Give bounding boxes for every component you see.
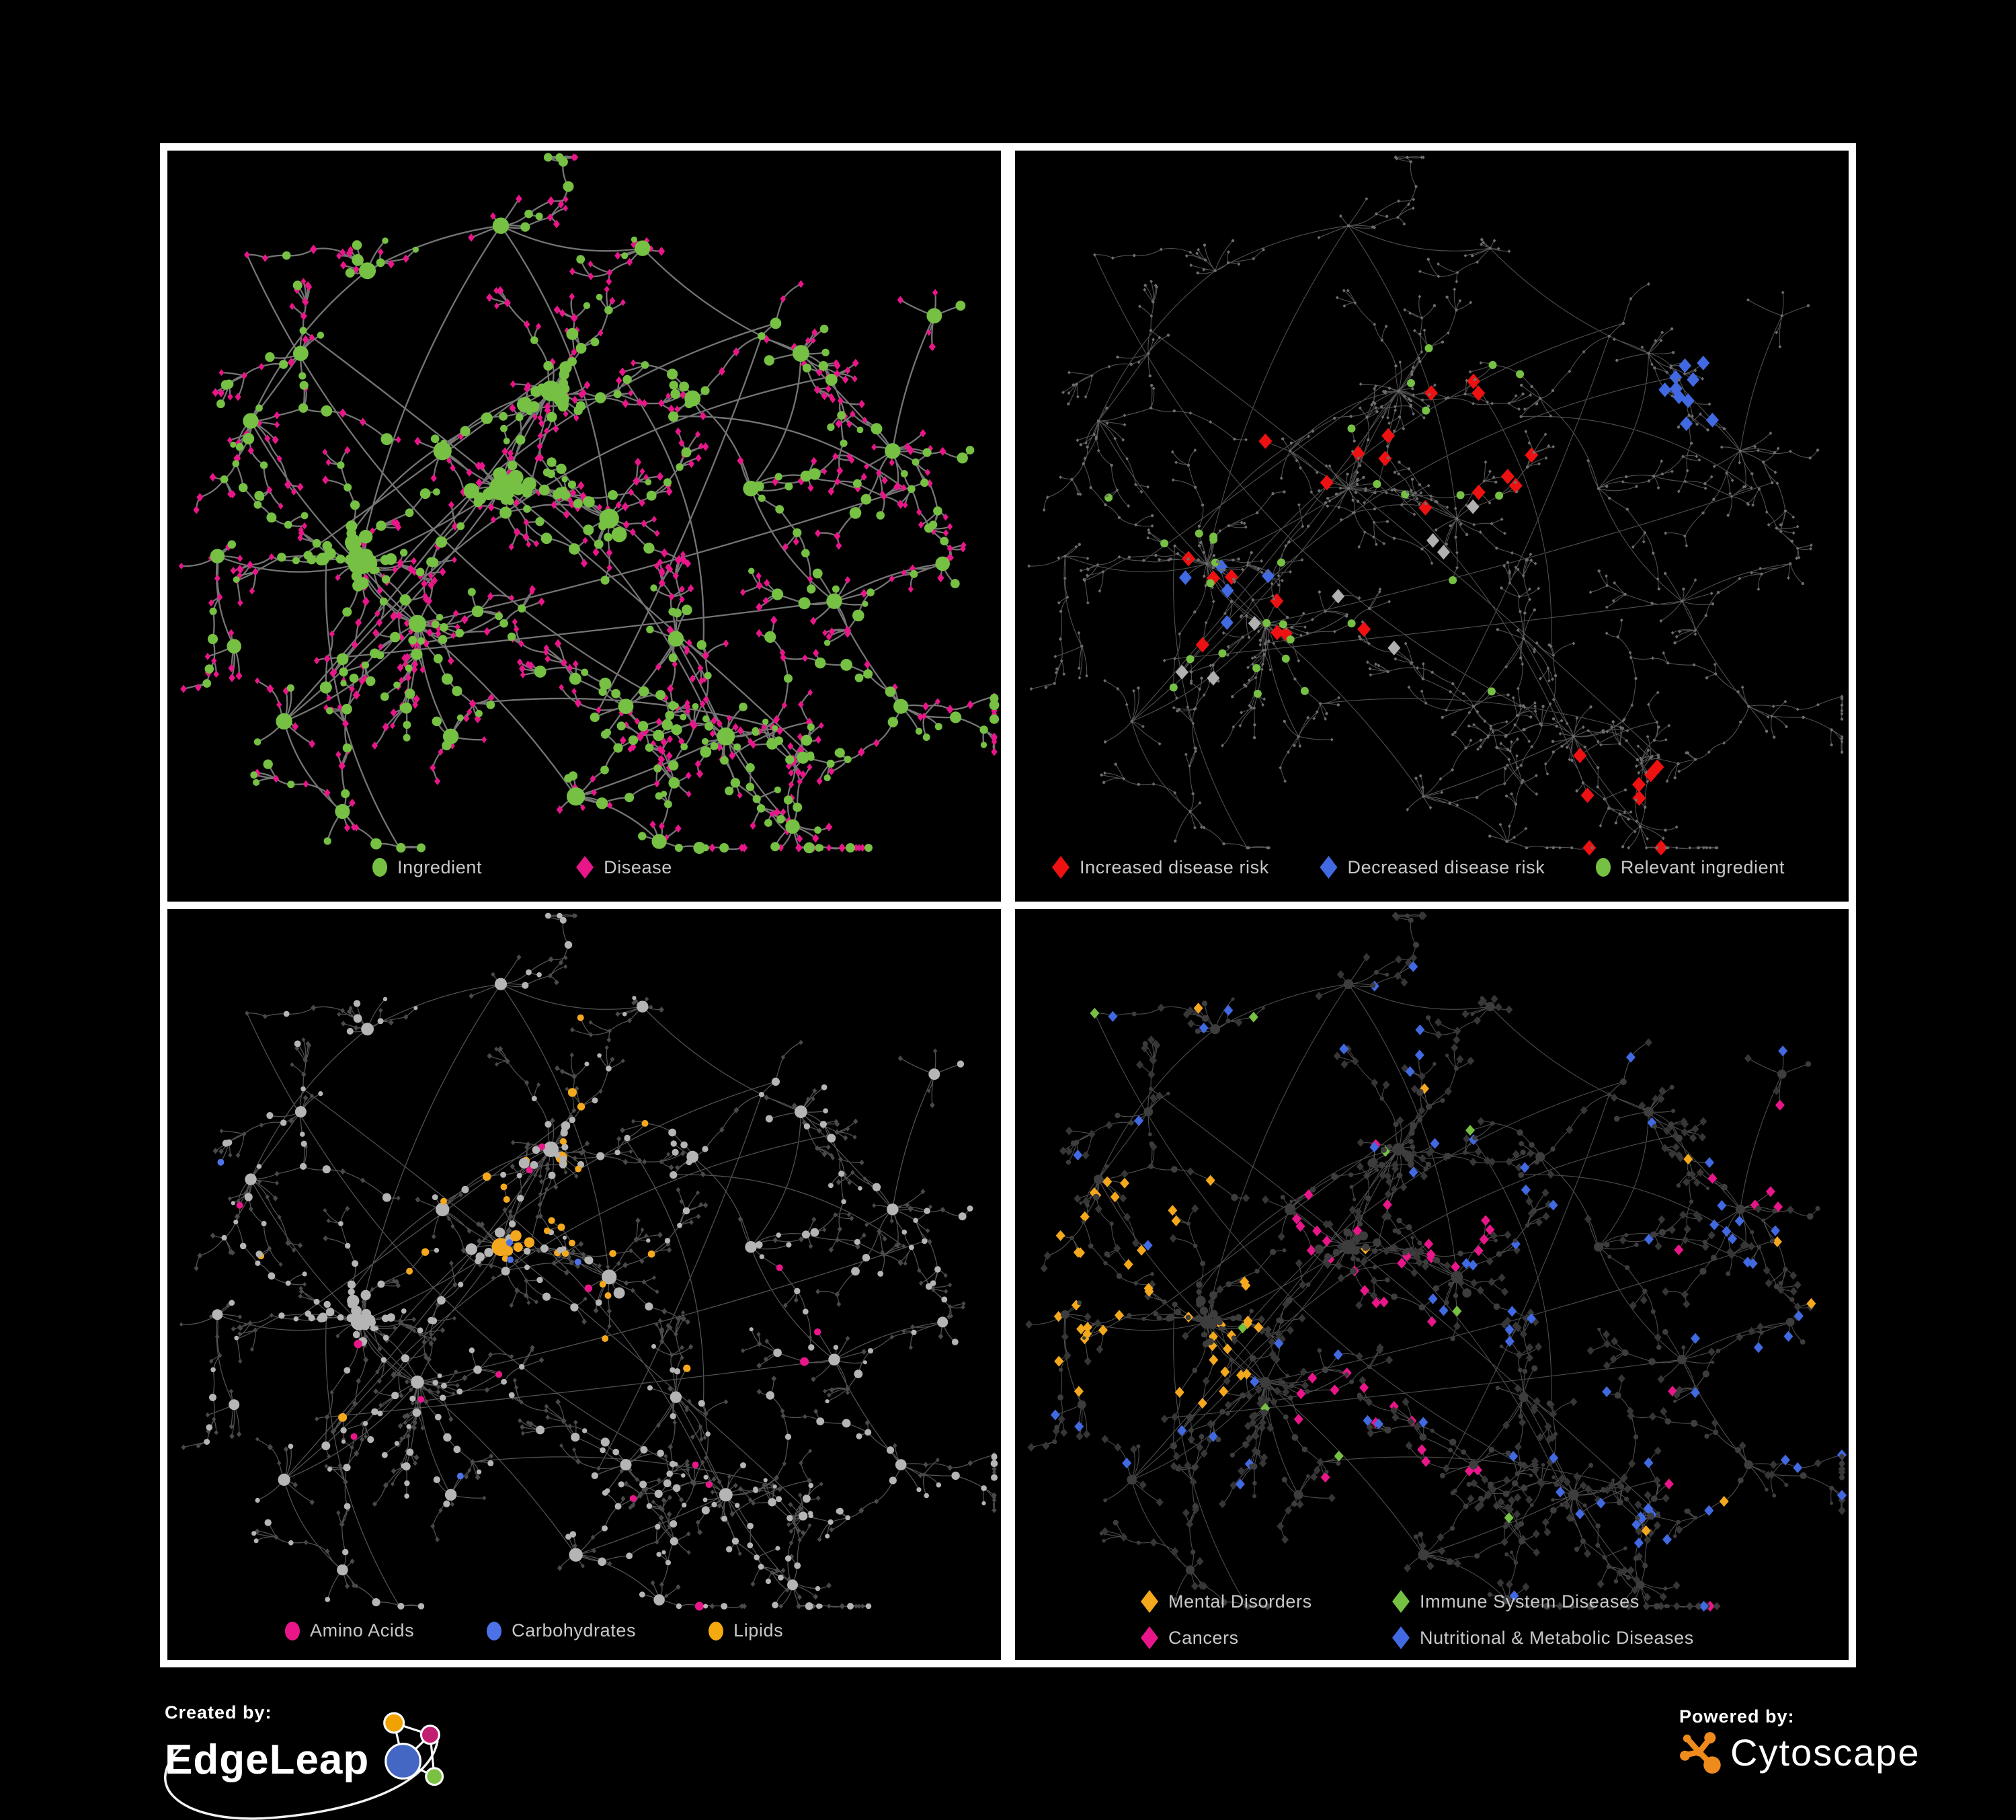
cytoscape-wordmark: Cytoscape	[1730, 1731, 1921, 1774]
cytoscape-credit: Powered by: Cytoscape	[1679, 1706, 1921, 1774]
legend-label: Carbohydrates	[512, 1620, 637, 1640]
panel-nutrient-classes: Amino Acids Carbohydrates Lipids	[167, 909, 1001, 1660]
legend-label: Mental Disorders	[1168, 1591, 1312, 1612]
legend-label: Decreased disease risk	[1347, 857, 1545, 877]
cancers-diamond-icon	[1141, 1626, 1158, 1649]
lipids-circle-icon	[709, 1621, 724, 1640]
legend-item-cancers: Cancers	[1141, 1626, 1392, 1649]
increased-disease-risk-diamond-icon	[1052, 856, 1070, 879]
nutritional-metabolic-diseases-diamond-icon	[1392, 1626, 1410, 1649]
legend-item-carbohydrates: Carbohydrates	[487, 1620, 636, 1641]
powered-by-label: Powered by:	[1679, 1706, 1795, 1727]
legend-item-increased-disease-risk: Increased disease risk	[1052, 856, 1269, 879]
created-by-label: Created by:	[165, 1702, 272, 1723]
network-graph-nutrient-classes	[179, 912, 998, 1611]
edgeleap-wordmark: EdgeLeap	[165, 1736, 370, 1783]
legend-item-decreased-disease-risk: Decreased disease risk	[1320, 856, 1545, 879]
legend-label: Lipids	[733, 1620, 784, 1640]
relevant-ingredient-circle-icon	[1595, 858, 1611, 877]
decreased-disease-risk-diamond-icon	[1320, 856, 1338, 879]
legend-item-relevant-ingredient: Relevant ingredient	[1595, 857, 1785, 878]
panel-disease-classes: Mental Disorders Immune System Diseases Ca…	[1015, 909, 1849, 1660]
legend-disease-classes: Mental Disorders Immune System Diseases Ca…	[1141, 1590, 1694, 1649]
legend-label: Amino Acids	[310, 1620, 415, 1640]
panel-grid: Ingredient Disease Increased disease risk…	[160, 143, 1856, 1667]
edgeleap-credit: Created by: EdgeLeap	[164, 1702, 474, 1820]
network-graph-ingredients-diseases	[178, 153, 1000, 854]
edgeleap-logo-icon	[383, 1712, 444, 1786]
legend-item-lipids: Lipids	[709, 1620, 783, 1641]
legend-disease-risk: Increased disease risk Decreased disease …	[1052, 856, 1785, 879]
legend-label: Cancers	[1168, 1627, 1239, 1648]
legend-label: Ingredient	[397, 857, 483, 877]
panel-disease-risk: Increased disease risk Decreased disease …	[1015, 151, 1849, 902]
network-graph-disease-classes	[1025, 911, 1847, 1612]
amino-acids-circle-icon	[285, 1621, 300, 1640]
legend-item-amino-acids: Amino Acids	[285, 1620, 414, 1641]
legend-item-nutritional-metabolic-diseases: Nutritional & Metabolic Diseases	[1392, 1626, 1694, 1649]
legend-label: Nutritional & Metabolic Diseases	[1420, 1627, 1694, 1648]
legend-label: Relevant ingredient	[1620, 857, 1785, 877]
legend-item-ingredient: Ingredient	[372, 857, 482, 878]
network-graph-disease-risk	[1027, 155, 1844, 856]
legend-item-immune-system-diseases: Immune System Diseases	[1392, 1590, 1694, 1613]
legend-nutrient-classes: Amino Acids Carbohydrates Lipids	[285, 1620, 783, 1641]
mental-disorders-diamond-icon	[1141, 1590, 1158, 1613]
carbohydrates-circle-icon	[487, 1621, 502, 1640]
legend-ingredients-diseases: Ingredient Disease	[372, 856, 672, 879]
ingredient-circle-icon	[372, 858, 387, 877]
legend-item-disease: Disease	[576, 856, 672, 879]
disease-diamond-icon	[576, 856, 594, 879]
legend-item-mental-disorders: Mental Disorders	[1141, 1590, 1392, 1613]
legend-label: Immune System Diseases	[1420, 1591, 1640, 1612]
legend-label: Disease	[604, 857, 672, 877]
legend-label: Increased disease risk	[1080, 857, 1269, 877]
immune-system-diseases-diamond-icon	[1392, 1590, 1410, 1613]
cytoscape-logo-icon	[1680, 1732, 1721, 1774]
panel-ingredients-diseases: Ingredient Disease	[167, 151, 1001, 902]
